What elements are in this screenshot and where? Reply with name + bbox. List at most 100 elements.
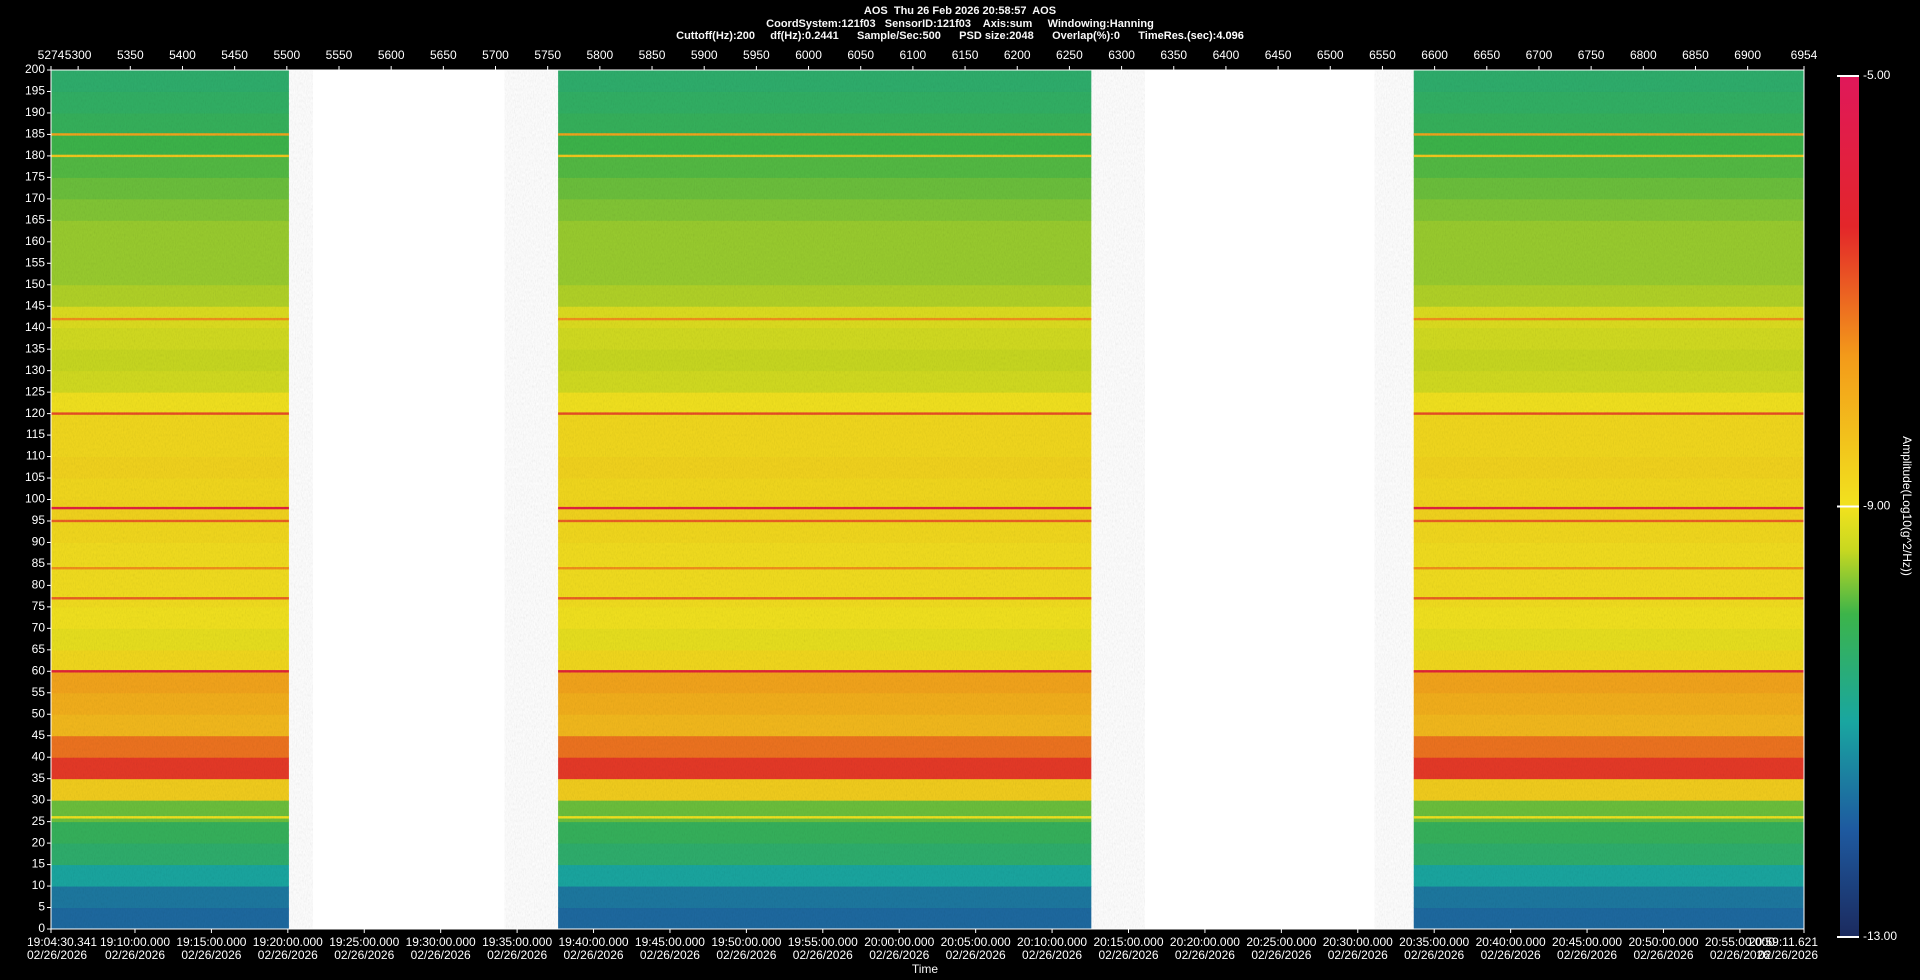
- header-line: AOS Thu 26 Feb 2026 20:58:57 AOS: [864, 5, 1056, 17]
- top-tick-label: 6350: [1160, 48, 1187, 62]
- noise-texture: [51, 70, 289, 929]
- y-tick-label: 0: [38, 921, 45, 935]
- top-tick-label: 6300: [1108, 48, 1135, 62]
- x-tick-label: 19:55:00.000: [788, 935, 858, 949]
- noise-texture: [558, 70, 1092, 929]
- top-tick-label: 6100: [900, 48, 927, 62]
- y-tick-label: 55: [32, 685, 46, 699]
- top-tick-label: 5950: [743, 48, 770, 62]
- top-tick-label: 5300: [65, 48, 92, 62]
- x-tick-label: 20:25:00.000: [1246, 935, 1316, 949]
- top-tick-label: 6850: [1682, 48, 1709, 62]
- x-tick-label: 19:45:00.000: [635, 935, 705, 949]
- y-tick-label: 75: [32, 599, 46, 613]
- y-tick-label: 190: [25, 105, 45, 119]
- x-tick-label: 20:40:00.000: [1476, 935, 1546, 949]
- x-tick-label: 19:40:00.000: [558, 935, 628, 949]
- y-tick-label: 135: [25, 341, 45, 355]
- top-tick-label: 6000: [795, 48, 822, 62]
- top-tick-label: 6650: [1473, 48, 1500, 62]
- x-tick-date: 02/26/2026: [564, 948, 624, 962]
- header-line: CoordSystem:121f03 SensorID:121f03 Axis:…: [766, 18, 1154, 30]
- x-tick-date: 02/26/2026: [1022, 948, 1082, 962]
- y-tick-label: 165: [25, 212, 45, 226]
- header-line: Cuttoff(Hz):200 df(Hz):0.2441 Sample/Sec…: [676, 30, 1244, 42]
- top-tick-label: 5350: [117, 48, 144, 62]
- x-tick-label: 19:25:00.000: [329, 935, 399, 949]
- x-tick-date: 02/26/2026: [258, 948, 318, 962]
- x-tick-label: 19:15:00.000: [176, 935, 246, 949]
- x-tick-date: 02/26/2026: [716, 948, 776, 962]
- noise-texture: [1413, 70, 1804, 929]
- x-tick-date: 02/26/2026: [793, 948, 853, 962]
- top-tick-label: 5650: [430, 48, 457, 62]
- x-tick-date: 02/26/2026: [946, 948, 1006, 962]
- x-tick-date: 02/26/2026: [1404, 948, 1464, 962]
- x-tick-date: 02/26/2026: [1633, 948, 1693, 962]
- top-tick-label: 5750: [534, 48, 561, 62]
- top-tick-label: 5274: [38, 48, 65, 62]
- x-tick-date: 02/26/2026: [411, 948, 471, 962]
- colorbar-title: Amplitude(Log10(g^2/Hz)): [1900, 436, 1914, 576]
- x-tick-date: 02/26/2026: [105, 948, 165, 962]
- y-tick-label: 195: [25, 84, 45, 98]
- top-tick-label: 5850: [639, 48, 666, 62]
- x-tick-label: 20:59:11.621: [1749, 935, 1819, 949]
- top-tick-label: 5550: [326, 48, 353, 62]
- y-tick-label: 175: [25, 170, 45, 184]
- x-tick-label: 20:10:00.000: [1017, 935, 1087, 949]
- x-tick-label: 20:35:00.000: [1399, 935, 1469, 949]
- y-tick-label: 70: [32, 621, 46, 635]
- top-tick-label: 6750: [1578, 48, 1605, 62]
- colorbar-tick-label: -13.00: [1863, 929, 1897, 943]
- top-tick-label: 6150: [952, 48, 979, 62]
- y-tick-label: 45: [32, 728, 46, 742]
- y-tick-label: 200: [25, 62, 45, 76]
- y-tick-label: 115: [26, 427, 45, 441]
- y-tick-label: 60: [32, 663, 46, 677]
- x-tick-date: 02/26/2026: [1175, 948, 1235, 962]
- top-tick-label: 5500: [273, 48, 300, 62]
- y-tick-label: 130: [25, 363, 45, 377]
- x-tick-date: 02/26/2026: [27, 948, 87, 962]
- top-tick-label: 5400: [169, 48, 196, 62]
- y-tick-label: 150: [25, 277, 45, 291]
- top-tick-label: 6800: [1630, 48, 1657, 62]
- y-tick-label: 5: [38, 900, 45, 914]
- top-tick-label: 6954: [1791, 48, 1818, 62]
- y-tick-label: 140: [25, 320, 45, 334]
- colorbar-tick-label: -9.00: [1863, 499, 1891, 513]
- y-tick-label: 110: [26, 449, 45, 463]
- y-tick-label: 50: [32, 706, 46, 720]
- x-tick-label: 19:30:00.000: [406, 935, 476, 949]
- x-tick-date: 02/26/2026: [181, 948, 241, 962]
- x-tick-label: 20:55:00.000: [1705, 935, 1775, 949]
- y-tick-label: 85: [32, 556, 46, 570]
- x-tick-label: 20:50:00.000: [1628, 935, 1698, 949]
- x-tick-label: 20:20:00.000: [1170, 935, 1240, 949]
- y-tick-label: 170: [25, 191, 45, 205]
- x-tick-label: 20:15:00.000: [1093, 935, 1163, 949]
- y-tick-label: 160: [25, 234, 45, 248]
- top-tick-label: 5800: [587, 48, 614, 62]
- top-tick-label: 6400: [1213, 48, 1240, 62]
- colorbar-tick-label: -5.00: [1863, 68, 1891, 82]
- top-tick-label: 6450: [1265, 48, 1292, 62]
- top-tick-label: 6700: [1526, 48, 1553, 62]
- y-tick-label: 65: [32, 642, 46, 656]
- y-tick-label: 125: [25, 384, 45, 398]
- top-tick-label: 6250: [1056, 48, 1083, 62]
- y-tick-label: 10: [32, 878, 46, 892]
- x-tick-label: 19:50:00.000: [711, 935, 781, 949]
- x-axis-title: Time: [912, 962, 939, 976]
- x-tick-date: 02/26/2026: [869, 948, 929, 962]
- y-tick-label: 145: [25, 298, 45, 312]
- x-tick-date: 02/26/2026: [487, 948, 547, 962]
- x-tick-date: 02/26/2026: [1098, 948, 1158, 962]
- x-tick-label: 20:45:00.000: [1552, 935, 1622, 949]
- y-tick-label: 120: [25, 406, 45, 420]
- y-tick-label: 95: [32, 513, 46, 527]
- top-tick-label: 6600: [1421, 48, 1448, 62]
- x-tick-date: 02/26/2026: [1481, 948, 1541, 962]
